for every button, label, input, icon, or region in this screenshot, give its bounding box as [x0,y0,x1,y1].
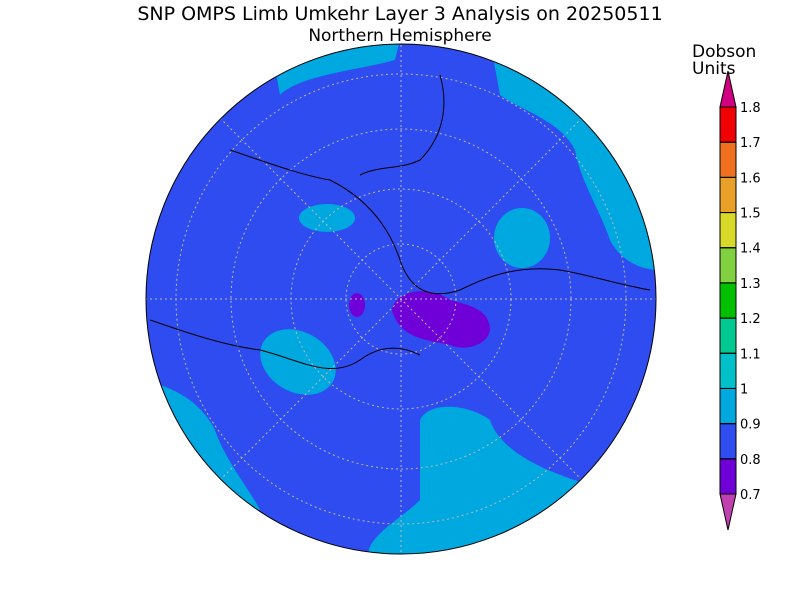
colorbar-tick-label: 0.7 [740,488,761,503]
colorbar-segment [719,176,737,214]
colorbar-tick-label: 1.6 [740,171,761,186]
colorbar-segment [719,352,737,389]
colorbar-segment [719,141,737,178]
colorbar-tick-label: 1.1 [740,347,761,362]
colorbar-segment [719,282,737,319]
title: SNP OMPS Limb Umkehr Layer 3 Analysis on… [137,3,662,25]
colorbar-segment [719,317,737,354]
colorbar-tick-label: 0.8 [740,453,761,468]
colorbar-tick-label: 1.5 [740,207,761,222]
subtitle: Northern Hemisphere [308,26,491,46]
colorbar-tick-label: 1.4 [740,242,761,257]
colorbar-tick-label: 0.9 [740,418,761,433]
colorbar-tick-label: 1.3 [740,277,761,292]
colorbar-segment [719,387,737,425]
coastlines [149,74,651,369]
colorbar-label: Dobson [692,42,756,62]
colorbar-segment [719,212,737,249]
colorbar-tick-label: 1.8 [740,101,761,116]
colorbar-tick-label: 1 [740,382,748,397]
colorbar-label: Units [692,59,736,79]
purple-regions [349,291,490,348]
colorbar-segment [719,106,737,143]
graticule [146,44,656,554]
colorbar-tick-label: 1.2 [740,312,761,327]
colorbar-segment [719,423,737,460]
colorbar-tick-label: 1.7 [740,136,761,151]
globe-border [145,43,657,555]
colorbar-segment [719,458,737,495]
colorbar-segment [719,247,737,284]
